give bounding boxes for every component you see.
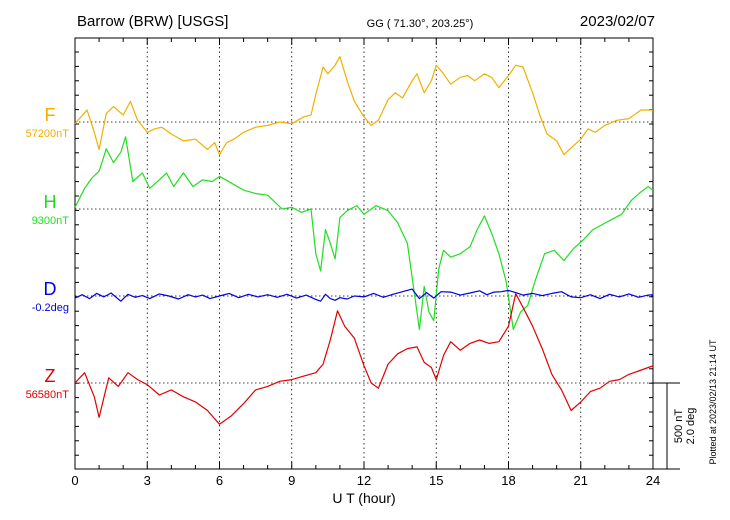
series-line-Z bbox=[74, 293, 654, 425]
station-title: Barrow (BRW) [USGS] bbox=[77, 13, 228, 30]
date-label: 2023/02/07 bbox=[580, 13, 655, 30]
scale-bar-deg-label: 2.0 deg bbox=[685, 408, 697, 445]
x-axis-ticks: 0 3 6 9 12 15 18 21 24 bbox=[71, 38, 660, 488]
plot-frame bbox=[74, 37, 654, 470]
series-line-H bbox=[74, 136, 654, 330]
series-line-D bbox=[74, 288, 654, 302]
x-axis-title: U T (hour) bbox=[332, 490, 395, 506]
x-tick-label-15: 15 bbox=[429, 473, 443, 488]
series-line-F bbox=[74, 55, 653, 156]
series-lines bbox=[74, 55, 654, 425]
component-letter-H: H bbox=[44, 192, 57, 212]
coordinates-label: GG ( 71.30°, 203.25°) bbox=[367, 18, 474, 30]
plot-area: 0 3 6 9 12 15 18 21 24 bbox=[71, 37, 660, 488]
plotted-note: Plotted at 2023/02/13 21:14 UT bbox=[708, 339, 718, 465]
x-tick-label-9: 9 bbox=[288, 473, 295, 488]
scale-bar-nt-label: 500 nT bbox=[673, 409, 685, 444]
component-letter-F: F bbox=[45, 105, 56, 125]
x-tick-label-3: 3 bbox=[144, 473, 151, 488]
component-labels: F 57200nT H 9300nT D -0.2deg Z 56580nT bbox=[26, 105, 70, 401]
scale-bar: 500 nT 2.0 deg bbox=[653, 382, 697, 470]
x-tick-label-21: 21 bbox=[574, 473, 588, 488]
x-tick-label-18: 18 bbox=[501, 473, 515, 488]
component-letter-D: D bbox=[44, 279, 57, 299]
x-tick-label-12: 12 bbox=[357, 473, 371, 488]
component-baseline-H: 9300nT bbox=[32, 215, 70, 227]
baselines bbox=[75, 121, 653, 384]
x-tick-label-0: 0 bbox=[71, 473, 78, 488]
x-tick-label-24: 24 bbox=[646, 473, 660, 488]
component-baseline-F: 57200nT bbox=[26, 128, 70, 140]
component-baseline-Z: 56580nT bbox=[26, 389, 70, 401]
component-baseline-D: -0.2deg bbox=[32, 302, 69, 314]
x-tick-label-6: 6 bbox=[216, 473, 223, 488]
component-letter-Z: Z bbox=[45, 366, 56, 386]
grid-lines bbox=[146, 38, 582, 469]
